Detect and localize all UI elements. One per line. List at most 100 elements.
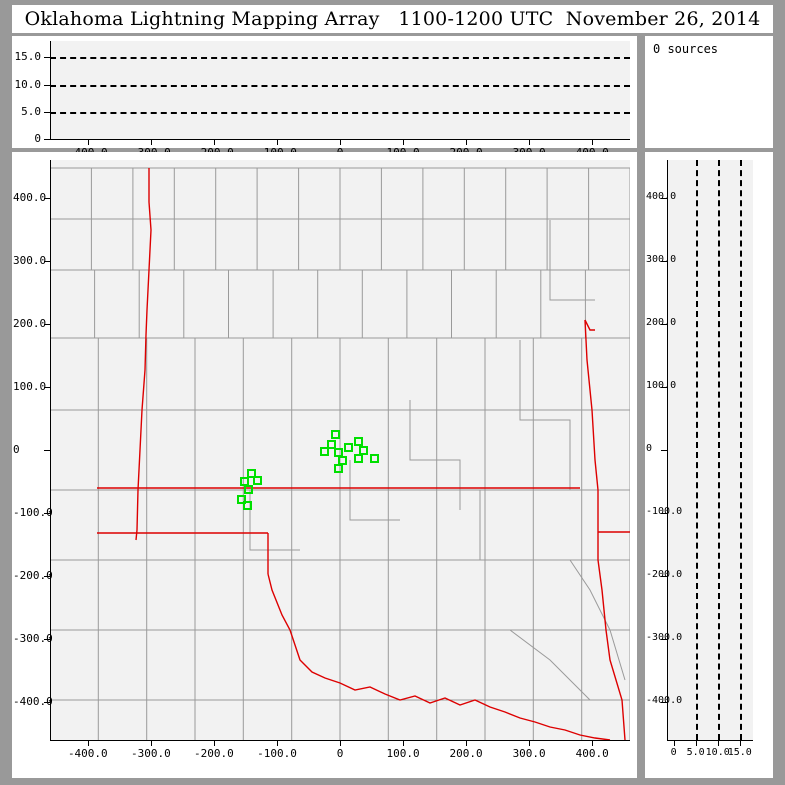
height-count-y-axis [667,160,668,740]
height-count-x-axis [667,740,753,741]
gridline-y-2 [50,57,630,60]
x-tick-label-8: 400.0 [575,747,609,760]
x-tick-1 [150,139,152,145]
plan-view-plot-area[interactable] [50,160,630,740]
y-tick-label-5: -100.0 [646,506,683,518]
x-tick-label-6: 200.0 [449,747,483,760]
lightning-source-marker [247,468,257,478]
y-tick-4 [44,450,50,451]
height-count-panel[interactable]: 400.0 300.0 200.0 100.0 0 -100.0 -200.0 -300.0 -… [645,152,773,778]
y-tick-3 [661,386,667,388]
x-tick-label-3: -100.0 [257,747,297,760]
y-tick-label-3: 15.0 [14,50,42,64]
x-tick-3 [276,139,278,145]
y-tick-label-4: 0 [646,443,653,454]
y-tick-label-4: 0 [13,443,20,456]
y-tick-4 [661,450,667,451]
county-borders [50,168,630,740]
lightning-source-marker [359,445,369,455]
x-tick-7 [529,740,531,746]
x-tick-label-1: 5.0 [686,747,705,758]
x-tick-label-2: -200.0 [194,747,234,760]
x-tick-6 [466,740,468,746]
lightning-source-marker [236,494,246,504]
y-tick-7 [44,639,50,641]
lightning-source-marker [370,453,380,463]
gridline-y-0 [50,111,630,114]
y-tick-0 [661,197,667,199]
y-tick-label-0: 400.0 [646,190,677,202]
y-tick-label-2: 10.0 [14,77,42,91]
y-tick-1 [661,260,667,262]
gridline-x-2 [739,160,742,740]
x-tick-5 [403,740,405,746]
x-tick-5 [403,139,405,145]
x-tick-4 [340,139,341,145]
page-title: Oklahoma Lightning Mapping Array 1100-12… [24,8,761,30]
lightning-source-marker [354,436,364,446]
lightning-source-marker [244,485,254,495]
y-tick-2 [661,323,667,325]
x-tick-4 [340,740,341,746]
y-tick-1 [44,260,50,262]
lightning-source-marker [326,440,336,450]
plan-view-map-panel[interactable]: 400.0 300.0 200.0 100.0 0 -100.0 -200.0 -300.0 -… [12,152,637,778]
y-tick-1 [44,111,50,113]
x-tick-0 [87,139,89,145]
x-tick-label-0: -400.0 [67,747,108,760]
time-height-panel[interactable]: 05.010.015.0-400.0-300.0-200.0-100.00100… [12,36,637,159]
y-tick-label-1: 5.0 [21,104,41,118]
y-tick-label-0: 0 [34,132,41,145]
y-tick-7 [661,639,667,641]
map-geography [50,160,630,740]
y-tick-3 [44,386,50,388]
y-tick-label-3: 100.0 [646,379,677,391]
x-tick-0 [87,740,89,746]
sources-count-label: 0 sources [653,42,719,56]
y-tick-label-2: 200.0 [646,316,677,328]
lightning-source-marker [344,442,354,452]
x-tick-label-2: 10.0 [705,747,730,758]
x-tick-1 [695,740,697,746]
y-tick-2 [44,84,50,86]
y-tick-6 [44,576,50,578]
y-tick-label-7: -300.0 [13,632,53,646]
y-tick-label-2: 200.0 [13,316,47,330]
y-tick-6 [661,576,667,578]
x-tick-8 [592,740,594,746]
x-tick-2 [717,740,719,746]
x-tick-label-7: 300.0 [512,747,546,760]
y-tick-3 [44,57,50,59]
y-tick-label-8: -400.0 [646,695,683,707]
y-tick-0 [44,197,50,199]
x-tick-1 [150,740,152,746]
x-tick-3 [276,740,278,746]
x-tick-7 [529,139,531,145]
x-tick-label-1: -300.0 [130,747,171,760]
time-height-y-axis [50,41,51,139]
x-tick-6 [466,139,468,145]
lightning-source-marker [338,456,348,466]
y-tick-label-1: 300.0 [646,253,677,265]
time-height-plot-area[interactable] [50,41,630,139]
lightning-source-marker [239,477,249,487]
lightning-source-marker [333,448,343,458]
y-tick-5 [661,513,667,515]
y-tick-8 [661,702,667,704]
x-tick-2 [213,139,215,145]
x-tick-3 [739,740,741,746]
sources-count-panel: 0 sources [645,36,773,148]
x-tick-label-4: 0 [336,747,344,760]
y-tick-label-5: -100.0 [13,506,53,520]
height-count-plot-area[interactable] [667,160,753,740]
lightning-source-marker [320,447,330,457]
y-tick-5 [44,513,50,515]
x-tick-label-5: 100.0 [386,747,420,760]
y-tick-label-3: 100.0 [13,379,47,393]
state-borders [97,168,630,740]
lightning-source-marker [242,500,252,510]
x-tick-8 [592,139,594,145]
y-tick-2 [44,323,50,325]
y-tick-label-7: -300.0 [646,632,683,644]
lightning-source-marker [334,464,344,474]
